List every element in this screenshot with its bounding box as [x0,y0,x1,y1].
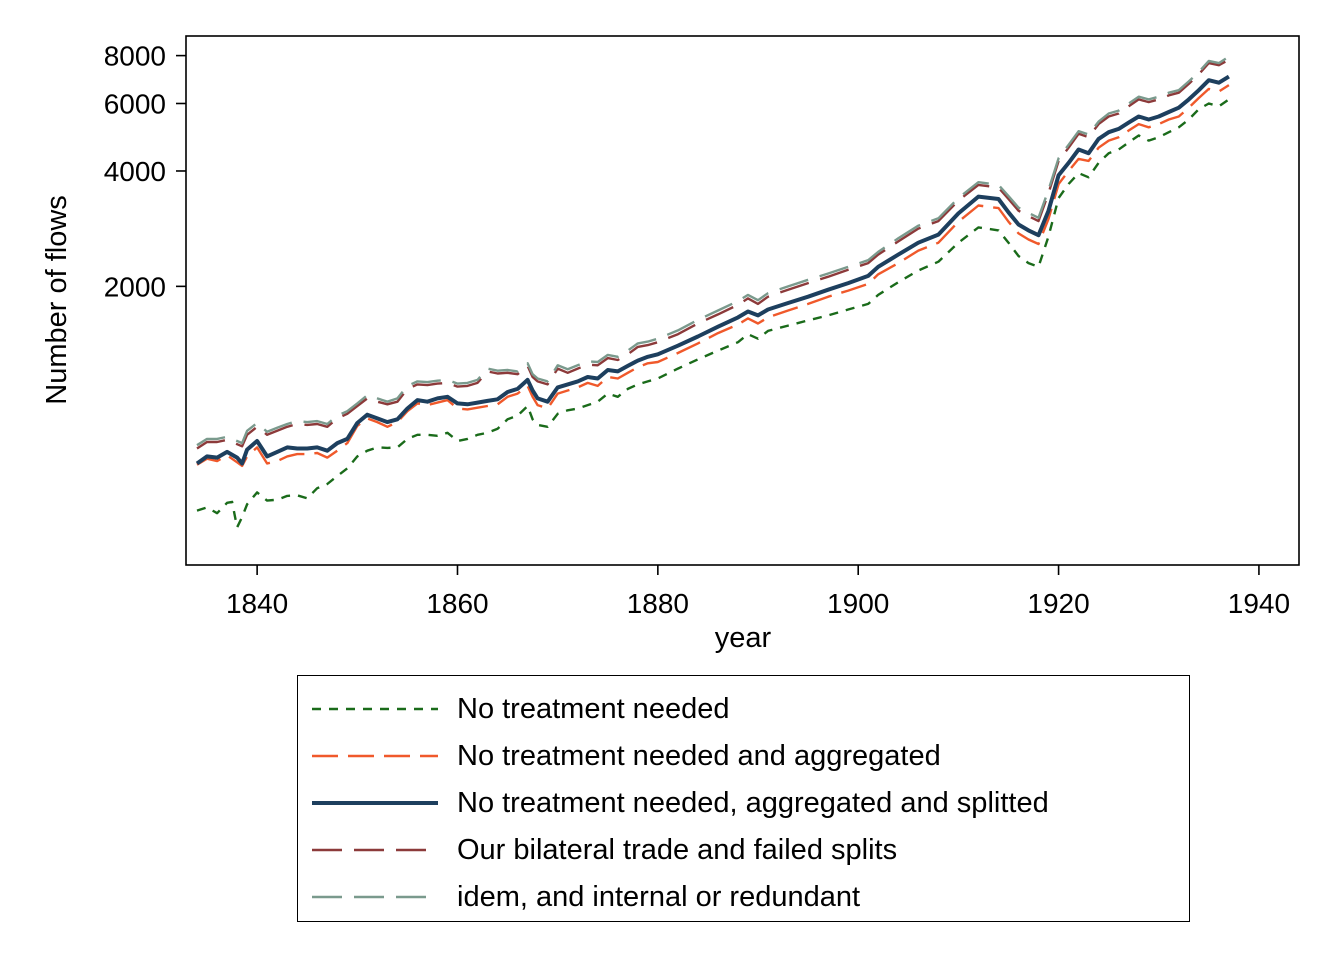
legend-label: No treatment needed and aggregated [457,739,941,772]
series-line-4 [196,58,1230,450]
x-tick-label: 1880 [627,588,689,619]
y-tick-label: 8000 [104,41,166,72]
legend-swatch-no-treatment [312,707,438,711]
series-line-5 [196,55,1230,447]
x-axis-title: year [715,622,772,654]
legend-swatch-internal [312,895,438,899]
y-tick-label: 2000 [104,271,166,302]
plot-frame [185,35,1300,566]
legend-swatch-splitted [312,801,438,805]
legend-label: idem, and internal or redundant [457,880,861,913]
legend-label: Our bilateral trade and failed splits [457,833,898,866]
y-tick-label: 4000 [104,156,166,187]
x-tick-label: 1940 [1228,588,1290,619]
y-axis-title: Number of flows [41,195,73,405]
legend-label: No treatment needed [457,692,730,725]
x-tick-label: 1900 [827,588,889,619]
legend-swatch-aggregated [312,754,438,758]
x-tick-label: 1840 [226,588,288,619]
legend-label: No treatment needed, aggregated and spli… [457,786,1049,819]
series-layer [195,55,1230,529]
legend: No treatment needed No treatment needed … [297,675,1190,922]
legend-swatch-bilateral [312,848,438,852]
x-tick-label: 1920 [1027,588,1089,619]
series-line-1 [196,98,1230,529]
x-tick-label: 1860 [426,588,488,619]
x-axis: 1840 1860 1880 1900 1920 1940 [226,565,1290,619]
series-line-3 [195,74,1230,466]
y-axis: 2000 4000 6000 8000 [104,41,186,302]
series-line-2 [196,84,1230,468]
y-tick-label: 6000 [104,88,166,119]
